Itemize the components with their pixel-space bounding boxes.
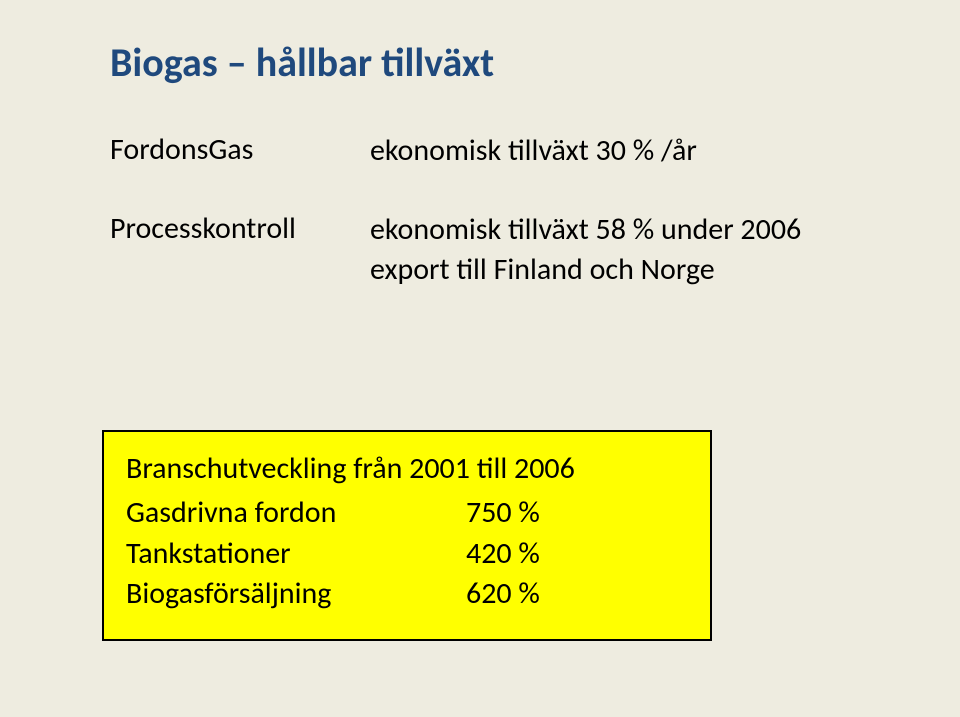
callout-value: 620 % [466, 574, 540, 615]
slide: Biogas – hållbar tillväxt FordonsGas eko… [0, 0, 960, 291]
row-value: ekonomisk tillväxt 58 % under 2006export… [370, 210, 801, 291]
callout-label: Tankstationer [126, 534, 466, 575]
callout-value: 750 % [466, 493, 540, 534]
slide-title: Biogas – hållbar tillväxt [110, 38, 890, 87]
callout-label: Biogasförsäljning [126, 574, 466, 615]
info-row: FordonsGas ekonomisk tillväxt 30 % /år [110, 131, 890, 172]
callout-box: Branschutveckling från 2001 till 2006 Ga… [102, 430, 712, 641]
row-label: FordonsGas [110, 131, 370, 168]
callout-row: Gasdrivna fordon 750 % [126, 493, 688, 534]
callout-label: Gasdrivna fordon [126, 493, 466, 534]
callout-title: Branschutveckling från 2001 till 2006 [126, 450, 688, 487]
callout-value: 420 % [466, 534, 540, 575]
row-value: ekonomisk tillväxt 30 % /år [370, 131, 697, 172]
callout-row: Biogasförsäljning 620 % [126, 574, 688, 615]
callout-row: Tankstationer 420 % [126, 534, 688, 575]
info-rows: FordonsGas ekonomisk tillväxt 30 % /år P… [110, 131, 890, 291]
info-row: Processkontroll ekonomisk tillväxt 58 % … [110, 210, 890, 291]
row-label: Processkontroll [110, 210, 370, 247]
